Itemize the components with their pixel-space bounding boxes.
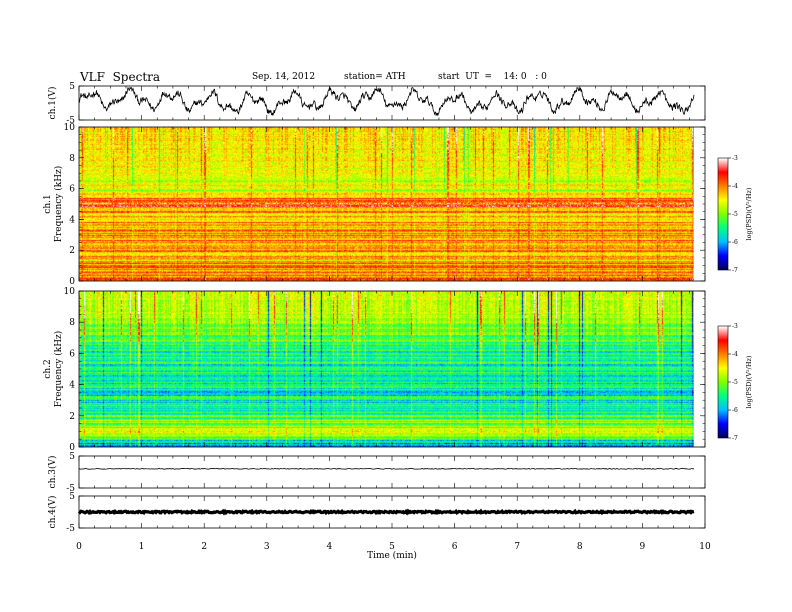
x-tick-label: 8 (577, 542, 583, 552)
ch1-waveform-line (78, 86, 695, 117)
y-axis-label: ch.1 (43, 194, 53, 213)
colorbar-tick-label: -4 (732, 351, 738, 358)
y-tick-label: 0 (69, 277, 75, 287)
ch2-spec-colorbar (718, 326, 728, 438)
colorbar-tick-label: -4 (732, 183, 738, 190)
y-tick-label: 0 (69, 443, 75, 453)
colorbar-tick-label: -7 (732, 267, 738, 274)
ch3-waveform-line (78, 467, 695, 470)
colorbar-tick-label: -5 (732, 211, 738, 218)
x-tick-label: 4 (327, 542, 333, 552)
x-tick-label: 2 (201, 542, 207, 552)
x-tick-label: 9 (640, 542, 646, 552)
ch4-waveform-line (77, 508, 695, 516)
ch1-spec-ylabel: ch.1 Frequency (kHz) (43, 166, 64, 243)
y-tick-label: 10 (64, 123, 76, 133)
x-tick-label: 10 (699, 542, 711, 552)
y-axis-label: ch.2 (43, 359, 53, 378)
y-tick-label: 4 (69, 215, 75, 225)
colorbar-label-text: log(PSD)(V²/Hz) (745, 187, 753, 240)
y-axis-label: ch.4(V) (47, 496, 58, 529)
x-axis-label: Time (min) (367, 550, 417, 561)
y-axis-label: Frequency (kHz) (53, 166, 64, 243)
ch4-wave-ylabel: ch.4(V) (47, 496, 58, 529)
x-tick-label: 1 (139, 542, 145, 552)
colorbar-tick-label: -3 (732, 155, 738, 162)
y-tick-label: 8 (69, 154, 75, 164)
y-tick-label: -5 (66, 524, 75, 534)
y-axis-label: ch.1(V) (47, 87, 58, 120)
colorbar-tick-label: -7 (732, 435, 738, 442)
ch2-spec-heatmap (79, 291, 694, 447)
y-axis-label: Frequency (kHz) (53, 331, 64, 408)
x-tick-label: 5 (389, 542, 395, 552)
y-tick-label: 6 (69, 185, 75, 195)
x-tick-label: 3 (264, 542, 270, 552)
ch3-wave-ylabel: ch.3(V) (47, 456, 58, 489)
colorbar-label-text: log(PSD)(V²/Hz) (745, 355, 753, 408)
colorbar-tick-label: -6 (732, 407, 738, 414)
y-tick-label: 6 (69, 349, 75, 359)
x-tick-label: 7 (514, 542, 520, 552)
start-time-label: start UT = 14: 0 : 0 (438, 72, 547, 82)
y-tick-label: 2 (69, 412, 75, 422)
y-tick-label: -5 (66, 116, 75, 126)
chart-title: VLF Spectra (80, 70, 161, 84)
ch1-spec-heatmap (79, 127, 694, 281)
y-tick-label: 4 (69, 381, 75, 391)
y-tick-label: 5 (69, 492, 75, 502)
y-tick-label: 8 (69, 318, 75, 328)
y-tick-label: 10 (64, 287, 76, 297)
colorbar-tick-label: -6 (732, 239, 738, 246)
y-tick-label: 5 (69, 82, 75, 92)
x-tick-label: 0 (76, 542, 82, 552)
y-tick-label: 2 (69, 246, 75, 256)
y-axis-label: ch.3(V) (47, 456, 58, 489)
x-tick-label: 6 (452, 542, 458, 552)
date-label: Sep. 14, 2012 (252, 72, 316, 82)
colorbar-label: log(PSD)(V²/Hz) (745, 187, 753, 240)
ch1-wave-ylabel: ch.1(V) (47, 87, 58, 120)
colorbar-tick-label: -5 (732, 379, 738, 386)
ch2-spec-ylabel: ch.2 Frequency (kHz) (43, 331, 64, 408)
y-tick-label: 5 (69, 452, 75, 462)
station-label: station= ATH (344, 72, 406, 82)
ch1-spec-colorbar (718, 158, 728, 270)
colorbar-label: log(PSD)(V²/Hz) (745, 355, 753, 408)
y-tick-label: -5 (66, 484, 75, 494)
colorbar-tick-label: -3 (732, 323, 738, 330)
